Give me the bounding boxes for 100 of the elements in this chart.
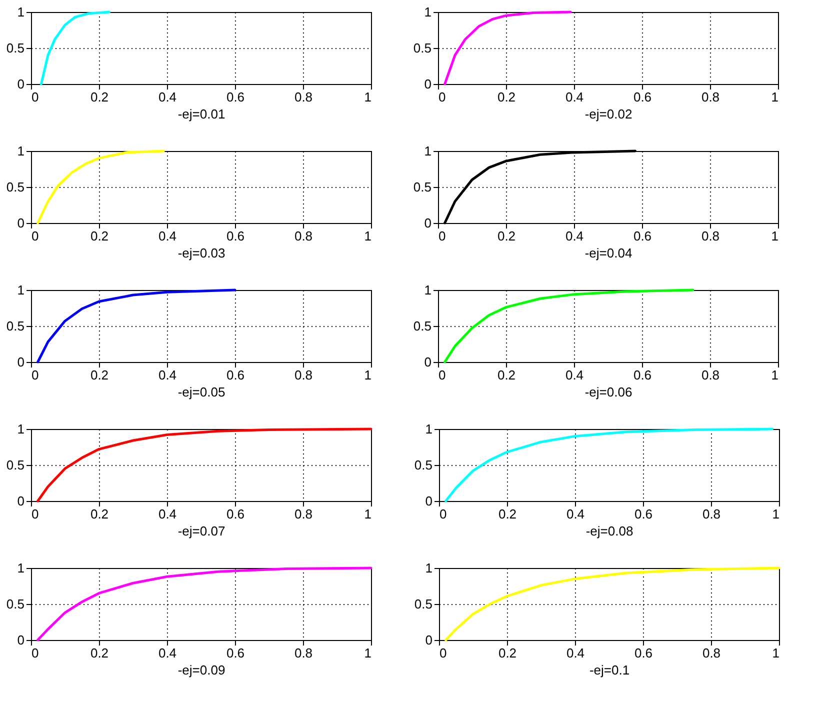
x-tick-label: 0.6 bbox=[634, 506, 653, 522]
y-tick-label: 1 bbox=[17, 4, 24, 20]
x-tick-label: 1 bbox=[364, 646, 372, 660]
x-tick-label: 1 bbox=[772, 506, 780, 522]
x-axis-title: -ej=0.08 bbox=[586, 524, 634, 538]
y-tick-label: 0 bbox=[425, 632, 432, 648]
x-tick-label: 0.8 bbox=[294, 368, 313, 382]
y-tick-label: 1 bbox=[425, 560, 432, 576]
x-tick-label: 0.8 bbox=[701, 368, 720, 382]
x-tick-label: 0.4 bbox=[565, 368, 584, 382]
x-tick-label: 0.8 bbox=[294, 228, 313, 244]
x-tick-label: 0 bbox=[32, 90, 39, 104]
y-tick-label: 1 bbox=[424, 282, 432, 298]
y-tick-label: 0 bbox=[17, 494, 24, 508]
x-tick-label: 0.6 bbox=[633, 228, 652, 244]
y-tick-label: 1 bbox=[424, 4, 432, 20]
x-tick-label: 0.8 bbox=[294, 646, 313, 660]
x-tick-label: 1 bbox=[771, 368, 778, 382]
x-tick-label: 0.2 bbox=[90, 368, 109, 382]
y-tick-label: 1 bbox=[17, 422, 24, 436]
x-tick-label: 0.6 bbox=[633, 90, 652, 104]
y-tick-label: 1 bbox=[424, 144, 432, 158]
x-tick-label: 1 bbox=[772, 646, 780, 660]
y-tick-label: 0 bbox=[17, 632, 24, 648]
x-tick-label: 0.6 bbox=[226, 368, 245, 382]
x-tick-label: 0.4 bbox=[158, 368, 177, 382]
x-tick-label: 0.4 bbox=[566, 506, 585, 522]
y-tick-label: 0.5 bbox=[414, 596, 432, 612]
x-tick-label: 0.8 bbox=[701, 228, 720, 244]
x-tick-label: 0.6 bbox=[634, 646, 653, 660]
x-tick-label: 0.2 bbox=[497, 368, 516, 382]
x-tick-label: 1 bbox=[364, 90, 372, 104]
y-tick-label: 0 bbox=[424, 354, 432, 370]
x-tick-label: 0.8 bbox=[702, 646, 721, 660]
x-tick-label: 0.8 bbox=[702, 506, 721, 522]
x-tick-label: 0 bbox=[32, 506, 39, 522]
y-tick-label: 0.5 bbox=[6, 458, 24, 472]
x-tick-label: 0 bbox=[32, 368, 39, 382]
x-tick-label: 0.4 bbox=[158, 228, 177, 244]
x-axis-title: -ej=0.04 bbox=[584, 246, 632, 260]
y-tick-label: 0.5 bbox=[6, 180, 24, 194]
x-axis-title: -ej=0.01 bbox=[178, 106, 226, 122]
x-tick-label: 0.8 bbox=[294, 506, 313, 522]
x-tick-label: 1 bbox=[364, 368, 372, 382]
x-tick-label: 0.6 bbox=[226, 506, 245, 522]
x-tick-label: 0.8 bbox=[294, 90, 313, 104]
y-tick-label: 0.5 bbox=[414, 458, 432, 472]
x-axis-title: -ej=0.09 bbox=[178, 662, 226, 678]
y-tick-label: 0 bbox=[17, 216, 24, 230]
y-tick-label: 1 bbox=[17, 144, 24, 158]
x-tick-label: 0.2 bbox=[497, 90, 516, 104]
x-tick-label: 0.4 bbox=[565, 90, 584, 104]
y-tick-label: 0.5 bbox=[6, 318, 24, 334]
x-tick-label: 0.4 bbox=[158, 90, 177, 104]
x-tick-label: 0.6 bbox=[226, 646, 245, 660]
y-tick-label: 1 bbox=[425, 422, 432, 436]
x-tick-label: 0 bbox=[438, 90, 446, 104]
x-tick-label: 0.2 bbox=[498, 646, 517, 660]
x-tick-label: 0.4 bbox=[158, 506, 177, 522]
x-tick-label: 0.4 bbox=[565, 228, 584, 244]
x-axis-title: -ej=0.1 bbox=[589, 662, 630, 678]
x-tick-label: 1 bbox=[771, 90, 778, 104]
y-tick-label: 0 bbox=[17, 354, 24, 370]
x-axis-title: -ej=0.02 bbox=[584, 106, 632, 122]
x-tick-label: 0.2 bbox=[498, 506, 517, 522]
y-tick-label: 0 bbox=[424, 216, 432, 230]
x-axis-title: -ej=0.06 bbox=[584, 384, 632, 400]
x-tick-label: 0.2 bbox=[90, 228, 109, 244]
x-tick-label: 0.2 bbox=[90, 506, 109, 522]
y-tick-label: 0.5 bbox=[413, 180, 432, 194]
x-tick-label: 0.4 bbox=[158, 646, 177, 660]
x-tick-label: 0 bbox=[32, 228, 39, 244]
y-tick-label: 0.5 bbox=[413, 40, 432, 56]
x-tick-label: 0 bbox=[32, 646, 39, 660]
x-tick-label: 1 bbox=[364, 228, 372, 244]
x-tick-label: 0.6 bbox=[226, 228, 245, 244]
y-tick-label: 0.5 bbox=[413, 318, 432, 334]
x-axis-title: -ej=0.05 bbox=[178, 384, 226, 400]
x-tick-label: 1 bbox=[364, 506, 372, 522]
x-tick-label: 0.2 bbox=[90, 90, 109, 104]
y-tick-label: 0 bbox=[17, 76, 24, 92]
x-tick-label: 1 bbox=[771, 228, 778, 244]
x-tick-label: 0.6 bbox=[633, 368, 652, 382]
y-tick-label: 1 bbox=[17, 560, 24, 576]
x-tick-label: 0 bbox=[438, 368, 446, 382]
x-tick-label: 0.4 bbox=[566, 646, 585, 660]
y-tick-label: 0.5 bbox=[6, 40, 24, 56]
x-tick-label: 0.2 bbox=[90, 646, 109, 660]
x-axis-title: -ej=0.03 bbox=[178, 246, 226, 260]
x-axis-title: -ej=0.07 bbox=[178, 524, 226, 538]
x-tick-label: 0.6 bbox=[226, 90, 245, 104]
x-tick-label: 0 bbox=[438, 228, 446, 244]
x-tick-label: 0.2 bbox=[497, 228, 516, 244]
y-tick-label: 0.5 bbox=[6, 596, 24, 612]
x-tick-label: 0.8 bbox=[701, 90, 720, 104]
y-tick-label: 1 bbox=[17, 282, 24, 298]
y-tick-label: 0 bbox=[424, 76, 432, 92]
x-tick-label: 0 bbox=[440, 506, 447, 522]
x-tick-label: 0 bbox=[440, 646, 447, 660]
y-tick-label: 0 bbox=[425, 494, 432, 508]
